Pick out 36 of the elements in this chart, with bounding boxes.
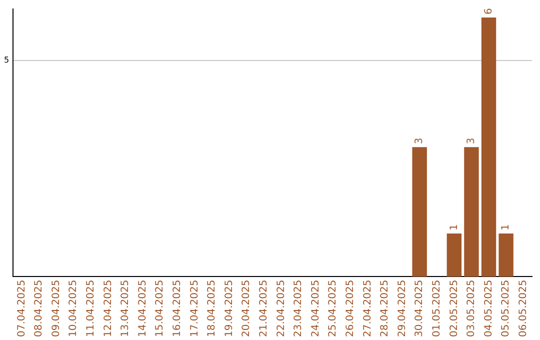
x-tick-label: 02.05.2025 (448, 280, 460, 338)
x-tick-label: 26.04.2025 (344, 280, 356, 338)
x-tick-label: 05.05.2025 (500, 280, 512, 338)
x-tick-label: 01.05.2025 (431, 280, 442, 338)
x-tick-label: 17.04.2025 (189, 280, 200, 338)
x-tick-label: 13.04.2025 (120, 280, 132, 338)
x-tick-label: 16.04.2025 (172, 280, 184, 338)
data-label: 3 (466, 138, 478, 144)
x-tick-label: 09.04.2025 (50, 280, 62, 338)
x-tick-label: 03.05.2025 (466, 280, 478, 338)
x-tick-label: 22.04.2025 (276, 280, 287, 338)
x-tick-label: 11.04.2025 (86, 280, 97, 338)
x-tick-label: 25.04.2025 (328, 280, 339, 338)
x-tick-label: 04.05.2025 (483, 280, 494, 338)
x-tick-label: 12.04.2025 (102, 280, 114, 338)
x-tick-label: 24.04.2025 (310, 280, 322, 338)
data-label: 1 (448, 224, 460, 231)
x-tick-label: 18.04.2025 (206, 280, 218, 338)
x-tick-label: 06.05.2025 (518, 280, 529, 338)
x-tick-label: 20.04.2025 (241, 280, 252, 338)
x-tick-label: 15.04.2025 (154, 280, 166, 338)
data-label: 1 (500, 224, 512, 231)
x-tick-label: 30.04.2025 (414, 280, 426, 338)
data-label: 3 (414, 138, 426, 144)
x-tick-label: 23.04.2025 (293, 280, 304, 338)
x-tick-label: 19.04.2025 (224, 280, 235, 338)
x-tick-label: 10.04.2025 (68, 280, 80, 338)
x-tick-label: 21.04.2025 (258, 280, 270, 338)
x-tick-label: 28.04.2025 (380, 280, 391, 338)
x-tick-label: 14.04.2025 (137, 280, 148, 338)
y-tick-label: 5 (4, 56, 10, 65)
x-tick-label: 27.04.2025 (362, 280, 374, 338)
x-tick-label: 07.04.2025 (16, 280, 28, 338)
x-tick-label: 08.04.2025 (34, 280, 45, 338)
x-tick-label: 29.04.2025 (396, 280, 408, 338)
data-label: 6 (483, 8, 494, 14)
